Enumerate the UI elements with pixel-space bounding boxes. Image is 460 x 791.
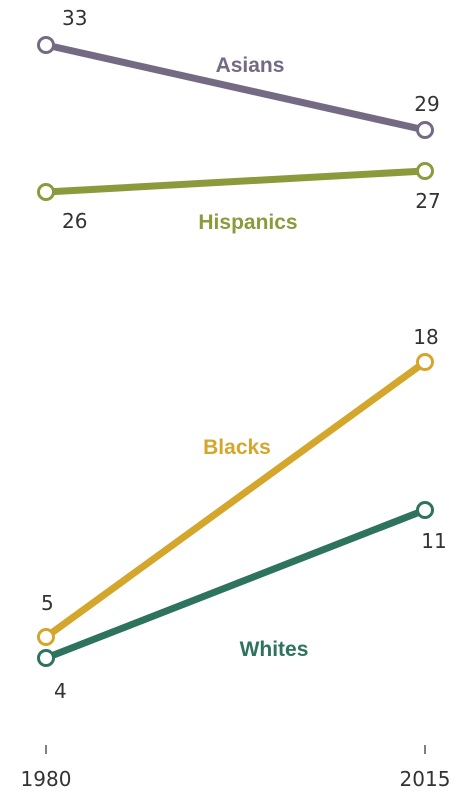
asians-point-2015 <box>416 121 434 139</box>
asians-value-2015: 29 <box>414 92 439 116</box>
asians-point-1980 <box>37 36 55 54</box>
series-whites: 4 11 Whites <box>37 501 447 703</box>
series-asians: 33 29 Asians <box>37 6 440 139</box>
whites-point-2015 <box>416 501 434 519</box>
hispanics-value-2015: 27 <box>415 189 440 213</box>
hispanics-value-1980: 26 <box>62 209 87 233</box>
asians-series-label: Asians <box>216 54 285 77</box>
whites-series-label: Whites <box>240 638 309 661</box>
x-axis: 1980 2015 <box>0 744 460 791</box>
blacks-series-label: Blacks <box>203 436 271 459</box>
hispanics-point-2015 <box>416 162 434 180</box>
asians-line <box>42 41 429 134</box>
x-tick-label-1980: 1980 <box>21 767 72 791</box>
series-blacks: 5 18 Blacks <box>37 325 439 646</box>
blacks-value-2015: 18 <box>413 325 438 349</box>
hispanics-series-label: Hispanics <box>198 211 297 234</box>
whites-point-1980 <box>37 649 55 667</box>
blacks-value-1980: 5 <box>41 591 54 615</box>
whites-line <box>42 506 429 662</box>
series-group: 33 29 Asians 26 27 Hispanics 5 18 Blacks 4 11 White… <box>37 6 447 703</box>
x-tick-label-2015: 2015 <box>400 767 451 791</box>
hispanics-point-1980 <box>37 183 55 201</box>
series-hispanics: 26 27 Hispanics <box>37 162 441 234</box>
whites-value-1980: 4 <box>54 679 67 703</box>
blacks-line <box>42 358 429 641</box>
blacks-point-1980 <box>37 628 55 646</box>
hispanics-line <box>42 167 429 196</box>
asians-value-1980: 33 <box>62 6 87 30</box>
blacks-point-2015 <box>416 353 434 371</box>
whites-value-2015: 11 <box>421 529 446 553</box>
